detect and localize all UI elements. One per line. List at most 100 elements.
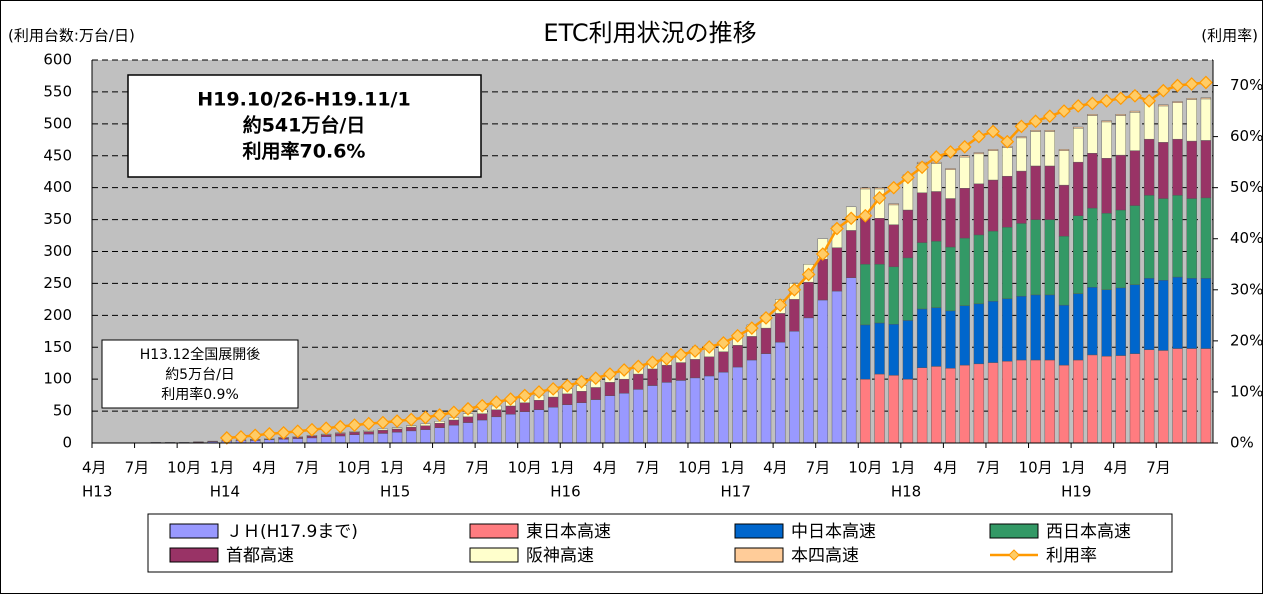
rate-marker	[418, 410, 433, 425]
bar-segment	[1129, 284, 1141, 354]
bar-segment	[760, 327, 772, 354]
bar-segment	[1158, 105, 1169, 143]
bar-segment	[320, 436, 332, 444]
bar-segment	[916, 308, 928, 368]
bar-segment	[874, 218, 885, 265]
rate-marker	[886, 180, 901, 195]
rate-marker	[929, 150, 944, 164]
y-tick-label: 200	[43, 306, 72, 324]
bar-segment	[207, 440, 218, 442]
rate-marker	[1042, 109, 1057, 124]
bar-segment	[689, 359, 701, 379]
legend-swatch	[734, 547, 784, 563]
bar-segment	[193, 441, 204, 443]
rate-marker	[801, 267, 816, 282]
bar-segment	[1002, 227, 1013, 299]
bar-segment	[973, 363, 985, 444]
bar-segment	[775, 341, 786, 444]
rate-marker	[943, 145, 958, 159]
bar-segment	[987, 179, 999, 232]
rate-marker	[1028, 114, 1043, 129]
bar-segment	[675, 380, 687, 444]
rate-marker	[290, 424, 305, 439]
bar-segment	[1016, 170, 1027, 224]
y-tick-label: 500	[43, 114, 72, 132]
bar-segment	[945, 368, 956, 444]
bar-segment	[406, 426, 417, 432]
bar-segment	[1158, 350, 1169, 444]
rate-marker	[1142, 94, 1156, 108]
bar-segment	[1129, 205, 1141, 285]
bar-segment	[704, 356, 715, 377]
bar-segment	[874, 264, 885, 324]
bar-segment	[1115, 154, 1126, 211]
bar-segment	[1030, 294, 1041, 361]
bar-segment	[775, 313, 786, 343]
bar-segment	[576, 391, 587, 403]
x-year-label: H13	[82, 483, 112, 501]
bar-segment	[902, 378, 914, 444]
bar-segment	[987, 362, 999, 444]
bar-segment	[1101, 158, 1112, 214]
marks	[92, 59, 1213, 445]
y2-tick-label: 70%	[1230, 76, 1263, 94]
bar-segment	[1129, 112, 1141, 151]
bar-segment	[1073, 359, 1084, 444]
bar-segment	[973, 303, 985, 365]
bar-segment	[1058, 364, 1070, 444]
bar-segment	[1087, 354, 1098, 444]
x-tick-label: 4月	[763, 459, 788, 477]
x-tick-label: 1月	[721, 459, 746, 477]
bar-segment	[448, 419, 460, 426]
bar-segment	[462, 416, 474, 423]
x-tick-label: 7月	[295, 459, 320, 477]
bar-segment	[803, 281, 814, 319]
bar-segment	[987, 301, 999, 363]
annotation: H13.12全国展開後	[140, 346, 261, 363]
bar-segment	[831, 247, 843, 292]
bar-segment	[548, 396, 559, 408]
bar-segment	[533, 409, 545, 444]
rate-marker	[688, 344, 702, 358]
bar-segment	[1044, 130, 1055, 132]
bar-segment	[491, 416, 502, 444]
bar-segment	[874, 373, 885, 444]
bar-segment	[718, 351, 729, 373]
bar-segment	[874, 322, 885, 375]
rate-marker	[305, 422, 319, 437]
x-tick-label: 4月	[252, 459, 277, 477]
rate-marker	[659, 351, 674, 366]
x-tick-label: 4月	[933, 459, 958, 477]
x-year-label: H19	[1061, 483, 1091, 501]
bar-segment	[1172, 195, 1183, 278]
bar-segment	[278, 438, 289, 444]
bar-segment	[420, 425, 431, 430]
x-year-label: H16	[550, 483, 580, 501]
legend-label: 首都高速	[226, 546, 294, 566]
bar-segment	[633, 389, 644, 444]
rate-marker	[787, 282, 802, 297]
x-tick-label: 10月	[678, 459, 712, 477]
bar-segment	[931, 191, 942, 242]
bar-segment	[860, 264, 871, 326]
bar-segment	[902, 320, 914, 380]
rate-marker	[219, 431, 234, 445]
bar-segment	[888, 204, 899, 225]
bar-segment	[1087, 115, 1098, 154]
bar-segment	[817, 258, 828, 301]
bar-segment	[1129, 353, 1141, 444]
legend-label: 阪神高速	[526, 546, 594, 566]
bar-segment	[1115, 115, 1126, 156]
bar-segment	[1101, 121, 1112, 159]
bar-segment	[973, 234, 985, 305]
bar-segment	[1129, 110, 1141, 113]
rate-marker	[901, 170, 915, 185]
x-year-label: H17	[721, 483, 751, 501]
bar-segment	[874, 187, 885, 190]
rate-marker	[1128, 88, 1142, 103]
bar-segment	[576, 402, 587, 444]
rate-marker	[716, 336, 731, 350]
x-tick-label: 10月	[508, 459, 542, 477]
rate-marker	[872, 191, 887, 205]
bar-segment	[406, 430, 417, 444]
